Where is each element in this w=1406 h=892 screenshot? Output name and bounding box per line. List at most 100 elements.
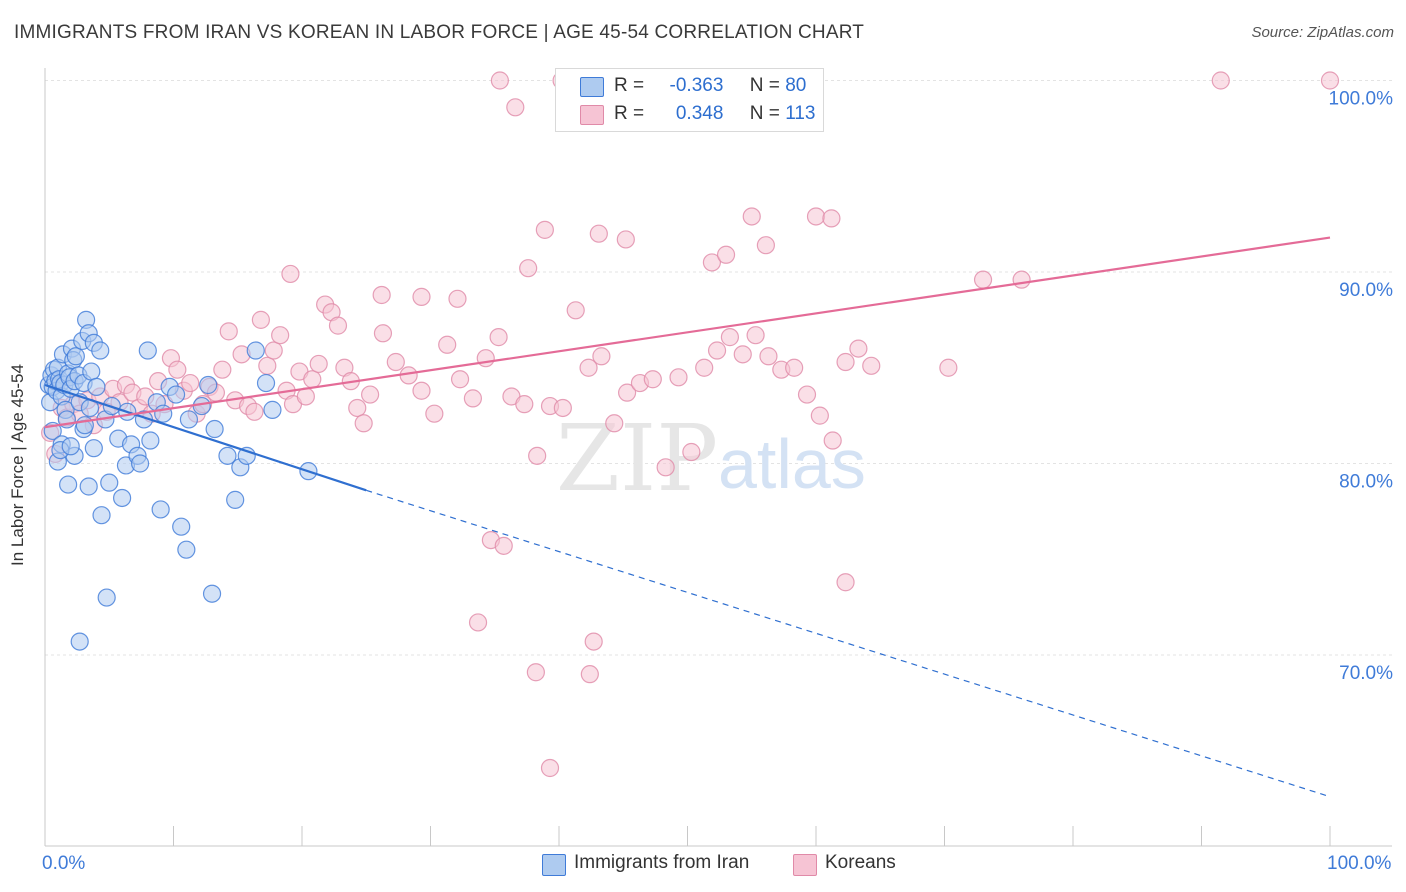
korean-point	[412, 287, 431, 306]
korean-point	[656, 458, 675, 477]
korean-point	[716, 245, 736, 264]
n-value-korean: 113	[785, 103, 816, 124]
r-label: R =	[614, 75, 645, 96]
iran-point	[218, 446, 237, 465]
korean-point	[309, 354, 328, 374]
iran-point	[92, 506, 111, 525]
korean-point	[506, 98, 525, 117]
source-attribution: Source: ZipAtlas.com	[1251, 24, 1394, 41]
iran-point	[112, 488, 132, 508]
iran-point	[100, 473, 119, 492]
korean-point	[759, 347, 778, 366]
iran-point	[172, 517, 191, 536]
grid-lines: 70.0% 80.0% 90.0% 100.0%	[45, 80, 1394, 684]
x-tick-label-min: 0.0%	[42, 853, 86, 874]
iran-point	[205, 419, 224, 439]
korean-point	[720, 328, 740, 347]
korean-point	[515, 395, 534, 414]
korean-point	[528, 446, 547, 465]
watermark-atlas: atlas	[718, 425, 866, 503]
r-label: R =	[614, 103, 645, 124]
iran-point	[202, 584, 222, 603]
iran-points	[39, 310, 318, 651]
legend-swatch-korean	[793, 854, 817, 876]
legend-row-korean: R = 0.348 N = 113	[556, 100, 823, 128]
korean-point	[476, 349, 495, 368]
korean-point	[490, 71, 509, 90]
korean-point	[450, 370, 470, 389]
y-tick-label: 100.0%	[1329, 89, 1394, 110]
iran-trend-extension	[366, 489, 1331, 798]
iran-point	[151, 500, 170, 519]
legend-label-korean: Koreans	[825, 852, 896, 873]
korean-point	[616, 230, 635, 249]
iran-point	[177, 540, 196, 559]
korean-point	[580, 665, 599, 684]
legend-text-iran: R = -0.363 N = 80	[614, 75, 806, 97]
y-tick-label: 90.0%	[1339, 280, 1393, 301]
korean-point	[579, 358, 598, 377]
korean-point	[372, 285, 391, 305]
iran-point	[138, 341, 157, 360]
korean-point	[836, 573, 855, 592]
korean-point	[643, 370, 662, 389]
korean-point	[973, 270, 993, 289]
korean-point	[348, 398, 367, 418]
korean-point	[489, 328, 508, 347]
korean-point	[756, 236, 775, 255]
correlation-legend: R = -0.363 N = 80 R = 0.348 N = 113	[555, 68, 824, 132]
iran-point	[226, 490, 245, 509]
n-value-iran: 80	[785, 75, 807, 96]
korean-point	[328, 316, 348, 335]
iran-point	[199, 375, 218, 395]
legend-text-korean: R = 0.348 N = 113	[614, 103, 815, 125]
korean-point	[281, 264, 300, 284]
korean-point	[836, 352, 855, 372]
korean-point	[605, 414, 624, 433]
iran-point	[256, 373, 276, 393]
series-legend: Immigrants from Iran Koreans	[0, 852, 1406, 878]
korean-point	[695, 358, 714, 377]
korean-point	[553, 398, 572, 418]
korean-point	[669, 368, 688, 387]
r-value-korean: 0.348	[675, 103, 724, 124]
y-tick-label: 70.0%	[1339, 663, 1393, 684]
korean-point	[448, 289, 467, 308]
korean-point	[810, 406, 829, 425]
x-tick-label-max: 100.0%	[1327, 853, 1392, 874]
korean-point	[785, 358, 804, 377]
legend-swatch-iran	[580, 77, 604, 97]
n-label: N =	[749, 75, 780, 96]
korean-point	[386, 352, 405, 372]
korean-point	[682, 442, 701, 462]
korean-point	[746, 326, 765, 345]
korean-point	[468, 613, 488, 632]
korean-point	[939, 358, 958, 377]
korean-point	[566, 301, 585, 320]
iran-point	[59, 475, 78, 494]
korean-point	[181, 373, 200, 393]
korean-point	[1211, 71, 1230, 90]
korean-point	[1012, 270, 1031, 289]
korean-point	[526, 663, 545, 682]
iran-point	[130, 454, 150, 473]
korean-point	[733, 345, 752, 364]
legend-label-iran: Immigrants from Iran	[574, 852, 750, 873]
iran-point	[79, 477, 98, 496]
korean-point	[361, 385, 380, 404]
korean-point	[540, 758, 560, 778]
iran-point	[70, 632, 89, 651]
iran-point	[166, 385, 186, 404]
iran-point	[97, 588, 116, 607]
korean-point	[425, 404, 444, 423]
korean-point	[823, 431, 842, 450]
korean-point	[822, 209, 841, 228]
iran-point	[61, 437, 80, 456]
korean-point	[271, 326, 290, 345]
legend-swatch-korean	[580, 105, 604, 125]
y-tick-label: 80.0%	[1339, 472, 1393, 493]
iran-point	[192, 396, 211, 416]
korean-point	[354, 414, 373, 433]
iran-point	[84, 439, 103, 458]
